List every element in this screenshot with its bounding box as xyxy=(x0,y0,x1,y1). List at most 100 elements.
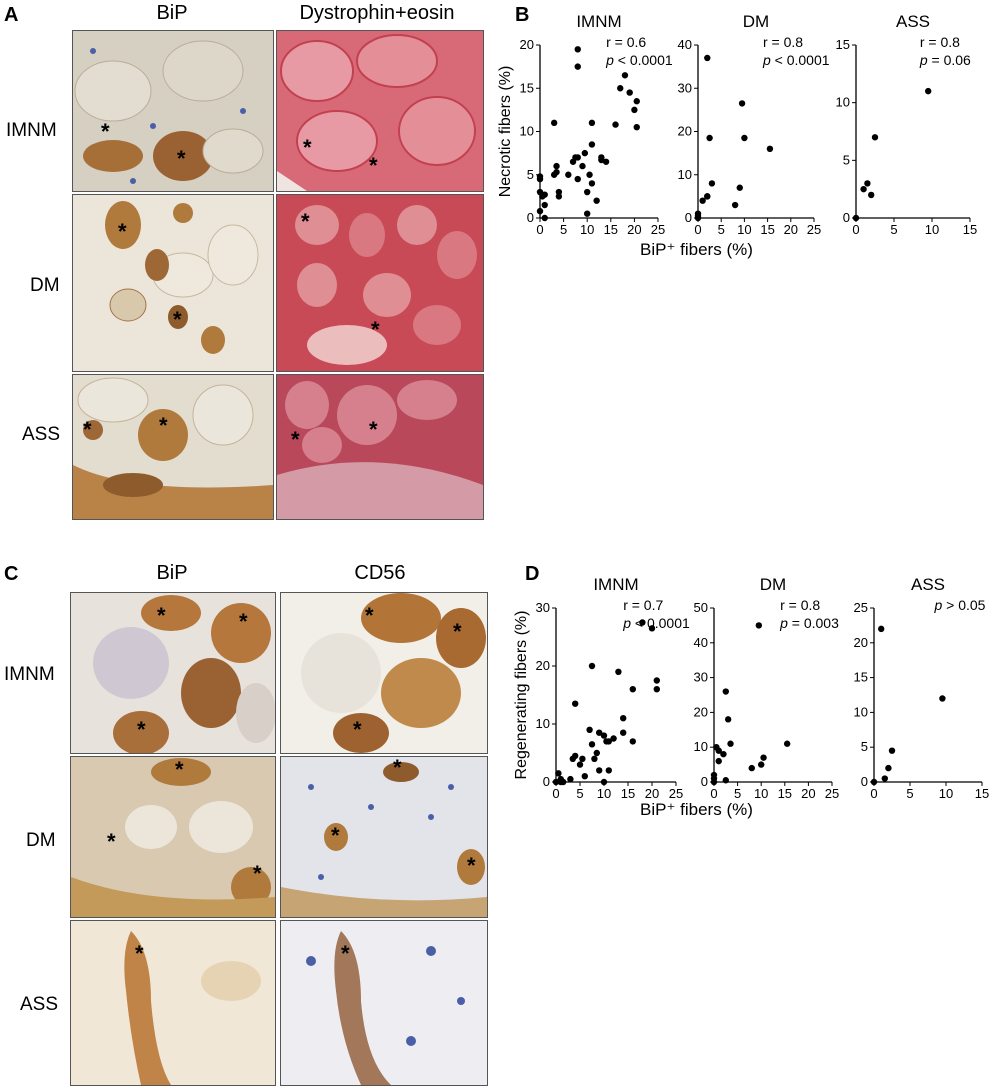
y-tick-label: 25 xyxy=(854,600,868,615)
data-point xyxy=(736,184,743,191)
x-tick-label: 25 xyxy=(669,786,683,801)
fiber-marker: * xyxy=(393,756,402,780)
micrograph-a-ass-dystrophin: * * xyxy=(276,374,484,520)
fiber-marker: * xyxy=(101,119,110,144)
x-tick-label: 10 xyxy=(580,222,594,237)
micrograph-a-imnm-bip: * * xyxy=(72,30,274,192)
panel-label-b: B xyxy=(515,4,530,26)
x-tick-label: 5 xyxy=(560,222,567,237)
data-point xyxy=(748,764,755,772)
y-tick-label: 50 xyxy=(694,600,708,615)
data-point xyxy=(653,686,660,693)
x-tick-label: 20 xyxy=(784,222,798,237)
y-tick-label: 30 xyxy=(678,80,692,95)
stat-annotation: r = 0.8 xyxy=(920,34,960,50)
data-point xyxy=(704,54,711,62)
data-point xyxy=(584,210,591,217)
x-tick-label: 0 xyxy=(852,222,859,237)
x-tick-label: 10 xyxy=(597,786,611,801)
fiber-marker: * xyxy=(369,417,378,442)
data-point xyxy=(541,201,548,209)
y-tick-label: 40 xyxy=(678,37,692,52)
stat-annotation: r = 0.8 xyxy=(780,597,820,613)
data-point xyxy=(572,752,579,760)
y-tick-label: 10 xyxy=(836,95,850,110)
stat-annotation: r = 0.6 xyxy=(606,34,646,50)
panel-b-xlabel: BiP⁺ fibers (%) xyxy=(640,240,753,259)
panel-c-col-bip: BiP xyxy=(156,562,188,584)
fiber-marker: * xyxy=(467,853,476,878)
fiber-marker: * xyxy=(253,861,262,886)
micrograph-c-ass-cd56: * xyxy=(280,920,488,1086)
fiber-marker: * xyxy=(159,413,168,438)
y-tick-label: 20 xyxy=(520,37,534,52)
data-point xyxy=(593,197,600,204)
fiber-marker: * xyxy=(291,427,300,452)
micrograph-c-imnm-cd56: * * * xyxy=(280,592,488,754)
fiber-marker: * xyxy=(341,941,350,966)
data-point xyxy=(550,119,558,127)
stat-annotation: p < 0.0001 xyxy=(622,615,690,631)
data-point xyxy=(629,686,636,693)
data-point xyxy=(596,767,603,774)
stat-annotation: p = 0.003 xyxy=(779,615,839,631)
micrograph-a-dm-bip: * * xyxy=(72,194,274,372)
fiber-marker: * xyxy=(107,829,116,854)
x-tick-label: 0 xyxy=(552,786,559,801)
data-point xyxy=(621,72,629,79)
data-point xyxy=(653,677,660,684)
data-point xyxy=(560,778,567,786)
y-tick-label: 5 xyxy=(861,739,868,754)
data-point xyxy=(870,778,878,786)
chart-title: DM xyxy=(760,575,786,594)
data-point xyxy=(586,726,593,733)
chart-title: DM xyxy=(743,12,769,31)
data-point xyxy=(885,764,892,772)
fiber-marker: * xyxy=(173,307,182,332)
data-point xyxy=(574,46,581,53)
data-point xyxy=(555,770,562,777)
x-tick-label: 25 xyxy=(651,222,665,237)
y-tick-label: 0 xyxy=(527,210,534,225)
data-point xyxy=(704,193,711,200)
stat-annotation: r = 0.8 xyxy=(763,34,803,50)
data-point xyxy=(536,207,544,215)
data-point xyxy=(576,761,584,768)
y-tick-label: 20 xyxy=(536,658,550,673)
data-point xyxy=(888,747,896,754)
x-tick-label: 0 xyxy=(710,786,717,801)
data-point xyxy=(620,715,627,722)
x-tick-label: 15 xyxy=(778,786,792,801)
data-point xyxy=(648,625,656,632)
data-point xyxy=(864,180,871,187)
data-point xyxy=(878,625,885,633)
stat-annotation: p = 0.06 xyxy=(919,52,971,68)
data-point xyxy=(541,214,548,222)
stat-annotation: r = 0.7 xyxy=(623,597,663,613)
data-point xyxy=(620,729,627,736)
y-tick-label: 15 xyxy=(854,670,868,685)
data-point xyxy=(706,134,713,142)
micrograph-a-dm-dystrophin: * * xyxy=(276,194,484,372)
y-tick-label: 20 xyxy=(854,635,868,650)
data-point xyxy=(720,750,727,758)
x-tick-label: 5 xyxy=(576,786,583,801)
fiber-marker: * xyxy=(177,146,186,171)
micrograph-c-ass-bip: * xyxy=(70,920,276,1086)
data-point xyxy=(694,210,702,217)
x-tick-label: 0 xyxy=(870,786,877,801)
y-tick-label: 20 xyxy=(678,124,692,139)
data-point xyxy=(588,141,596,148)
micrograph-c-dm-bip: * * * xyxy=(70,756,276,918)
data-point xyxy=(579,162,586,170)
data-point xyxy=(727,740,734,747)
panel-a-row-imnm: IMNM xyxy=(6,120,57,141)
y-tick-label: 10 xyxy=(678,167,692,182)
data-point xyxy=(588,741,596,748)
data-point xyxy=(553,168,560,176)
data-point xyxy=(567,775,574,783)
fiber-marker: * xyxy=(239,609,248,634)
panel-c-row-ass: ASS xyxy=(20,994,59,1015)
data-point xyxy=(588,119,596,127)
